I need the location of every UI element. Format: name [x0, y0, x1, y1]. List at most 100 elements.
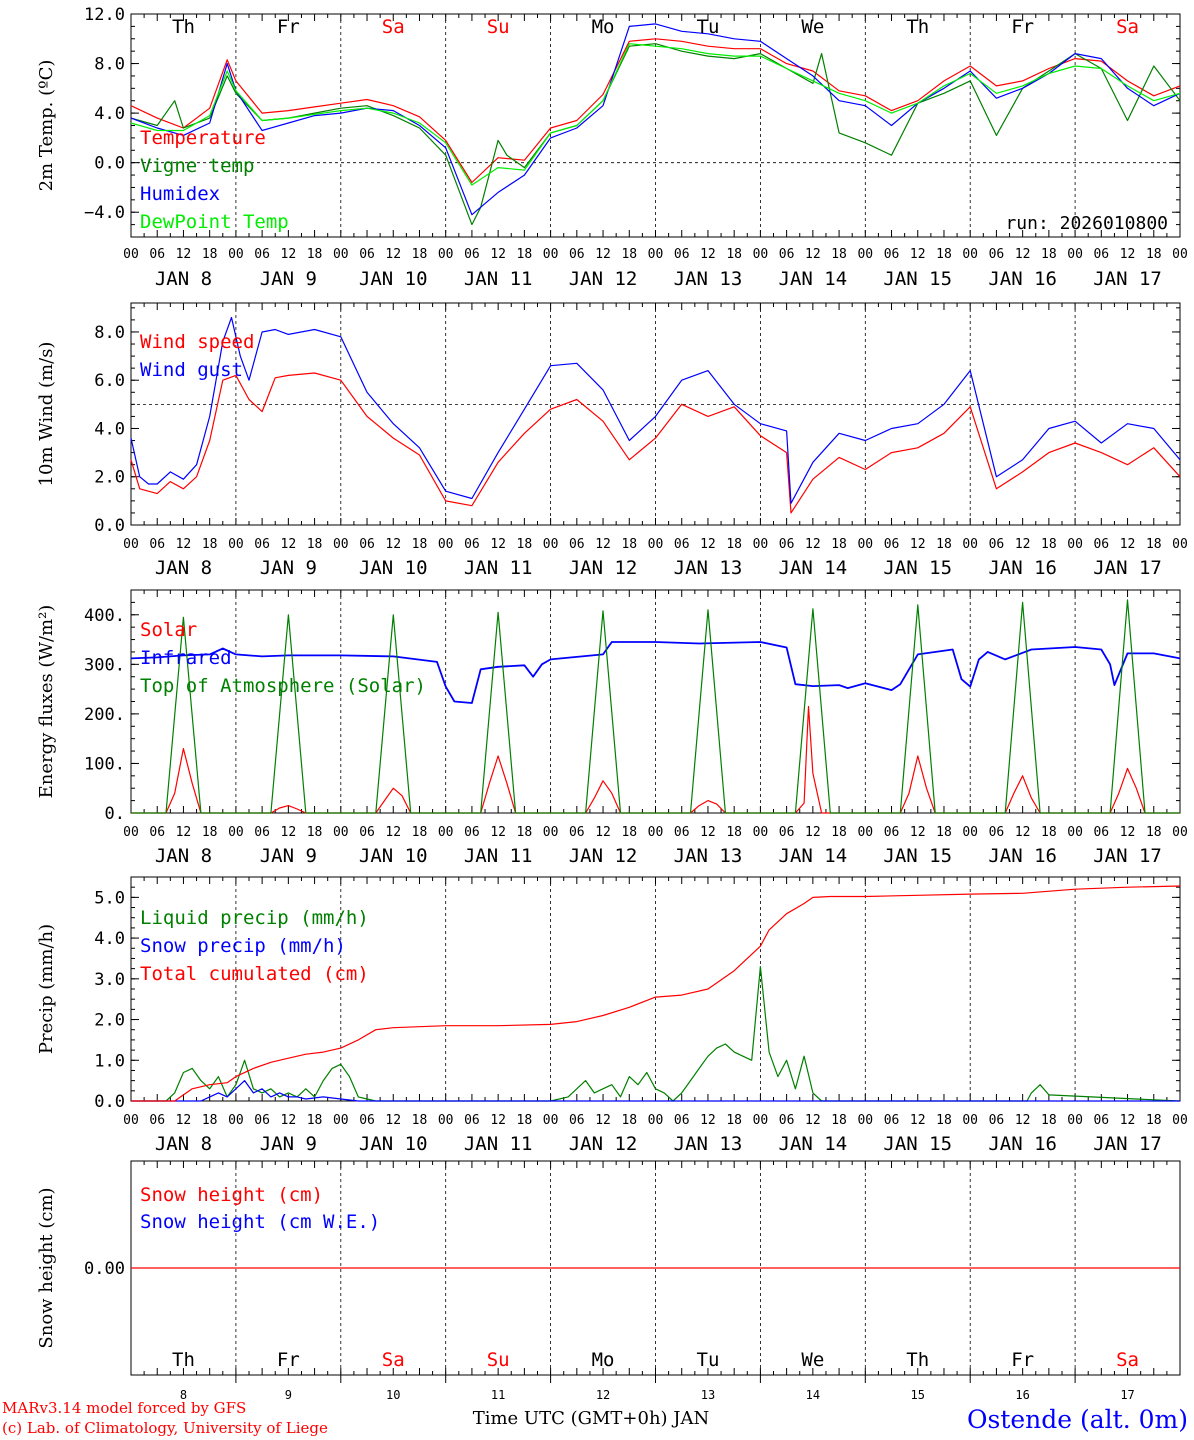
hour-tick-label: 00 — [333, 247, 349, 262]
hour-tick-label: 18 — [936, 537, 952, 552]
hour-tick-label: 00 — [1067, 1113, 1083, 1128]
hour-tick-label: 06 — [1093, 1113, 1109, 1128]
hour-tick-label: 06 — [884, 247, 900, 262]
series-temperature — [130, 38, 1181, 184]
hour-tick-label: 18 — [621, 247, 637, 262]
hour-tick-label: 06 — [884, 1113, 900, 1128]
legend-entry: Vigne temp — [140, 155, 254, 177]
hour-tick-label: 06 — [149, 247, 165, 262]
date-label: JAN 17 — [1093, 268, 1162, 290]
hour-tick-label: 18 — [1146, 537, 1162, 552]
hour-tick-label: 12 — [805, 1113, 821, 1128]
y-tick-label: 400. — [84, 606, 125, 626]
hour-tick-label: 12 — [1015, 1113, 1031, 1128]
weekday-label: Su — [487, 16, 510, 38]
hour-tick-label: 00 — [123, 537, 139, 552]
hour-tick-label: 00 — [648, 537, 664, 552]
hour-tick-label: 06 — [359, 537, 375, 552]
day-number-label: 17 — [1120, 1388, 1134, 1402]
hour-tick-label: 00 — [228, 1113, 244, 1128]
date-label: JAN 9 — [260, 845, 317, 867]
date-label: JAN 14 — [779, 268, 848, 290]
hour-tick-label: 18 — [726, 825, 742, 840]
hour-tick-label: 06 — [674, 825, 690, 840]
day-number-label: 15 — [911, 1388, 925, 1402]
weekday-label: Fr — [1011, 16, 1034, 38]
hour-tick-label: 18 — [412, 537, 428, 552]
run-label: run: 2026010800 — [1005, 213, 1168, 234]
hour-tick-label: 18 — [1146, 825, 1162, 840]
hour-tick-label: 06 — [989, 537, 1005, 552]
hour-tick-label: 12 — [805, 825, 821, 840]
y-axis-label: 2m Temp. (ºC) — [36, 60, 57, 192]
hour-tick-label: 00 — [753, 825, 769, 840]
date-label: JAN 14 — [779, 1133, 848, 1155]
hour-tick-label: 00 — [228, 825, 244, 840]
hour-tick-label: 06 — [464, 1113, 480, 1128]
y-axis-label: 10m Wind (m/s) — [36, 342, 57, 487]
hour-tick-label: 18 — [936, 1113, 952, 1128]
hour-tick-label: 12 — [1120, 537, 1136, 552]
hour-tick-label: 06 — [254, 537, 270, 552]
y-tick-label: 8.0 — [94, 55, 125, 75]
hour-tick-label: 18 — [1146, 1113, 1162, 1128]
hour-tick-label: 00 — [438, 247, 454, 262]
hour-tick-label: 00 — [438, 825, 454, 840]
date-label: JAN 15 — [883, 845, 952, 867]
hour-tick-label: 00 — [543, 1113, 559, 1128]
day-number-label: 12 — [596, 1388, 610, 1402]
hour-tick-label: 18 — [517, 825, 533, 840]
hour-tick-label: 06 — [254, 247, 270, 262]
y-tick-label: 0. — [105, 804, 125, 824]
date-label: JAN 11 — [464, 845, 533, 867]
day-number-label: 8 — [180, 1388, 187, 1402]
date-label: JAN 9 — [260, 557, 317, 579]
hour-tick-label: 18 — [307, 247, 323, 262]
weekday-label: Th — [172, 1349, 195, 1371]
y-tick-label: 12.0 — [84, 5, 125, 25]
series-snow-precip-mm-h — [131, 1080, 1180, 1102]
legend-entry: Solar — [140, 619, 197, 641]
hour-tick-label: 12 — [385, 247, 401, 262]
hour-tick-label: 12 — [700, 825, 716, 840]
hour-tick-label: 00 — [1067, 537, 1083, 552]
date-label: JAN 8 — [155, 557, 212, 579]
weekday-label: Th — [906, 1349, 929, 1371]
hour-tick-label: 18 — [726, 1113, 742, 1128]
hour-tick-label: 12 — [805, 247, 821, 262]
weekday-label: Tu — [697, 16, 720, 38]
hour-tick-label: 12 — [700, 247, 716, 262]
hour-tick-label: 06 — [254, 825, 270, 840]
series-top-of-atmosphere-solar — [131, 599, 1180, 814]
hour-tick-label: 00 — [962, 825, 978, 840]
y-tick-label: 200. — [84, 705, 125, 725]
x-axis-label: Time UTC (GMT+0h) JAN — [473, 1408, 710, 1429]
series-infrared — [130, 641, 1181, 704]
date-label: JAN 10 — [359, 845, 428, 867]
hour-tick-label: 06 — [569, 1113, 585, 1128]
y-tick-label: 0.0 — [94, 516, 125, 536]
hour-tick-label: 00 — [1067, 247, 1083, 262]
hour-tick-label: 06 — [1093, 247, 1109, 262]
hour-tick-label: 12 — [281, 247, 297, 262]
hour-tick-label: 18 — [831, 1113, 847, 1128]
credit-line-2: (c) Lab. of Climatology, University of L… — [2, 1419, 328, 1437]
hour-tick-label: 00 — [857, 825, 873, 840]
date-label: JAN 10 — [359, 1133, 428, 1155]
y-axis-label: Snow height (cm) — [36, 1187, 57, 1348]
date-label: JAN 9 — [260, 268, 317, 290]
hour-tick-label: 18 — [621, 537, 637, 552]
date-label: JAN 13 — [674, 268, 743, 290]
hour-tick-label: 06 — [254, 1113, 270, 1128]
hour-tick-label: 12 — [595, 537, 611, 552]
y-tick-label: 2.0 — [94, 468, 125, 488]
hour-tick-label: 06 — [464, 537, 480, 552]
weekday-label: Sa — [382, 16, 405, 38]
hour-tick-label: 12 — [176, 537, 192, 552]
hour-tick-label: 00 — [123, 1113, 139, 1128]
legend-entry: Wind speed — [140, 331, 254, 353]
series-wind-gust — [130, 316, 1181, 504]
hour-tick-label: 00 — [753, 247, 769, 262]
credit-line-1: MARv3.14 model forced by GFS — [2, 1399, 246, 1417]
